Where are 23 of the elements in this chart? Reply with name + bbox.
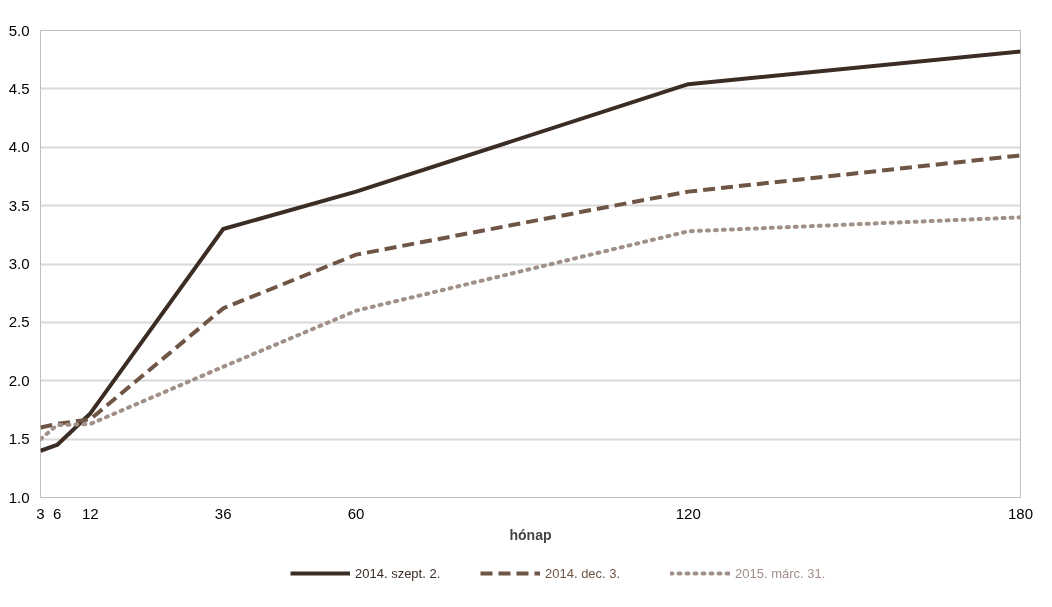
line-series xyxy=(40,49,1021,453)
y-tick-label: 3.0 xyxy=(8,255,30,272)
y-tick-label: 4.0 xyxy=(8,138,30,156)
x-tick-label: 180 xyxy=(1007,504,1034,522)
y-tick-label: 2.5 xyxy=(8,313,30,331)
x-tick-label: 36 xyxy=(214,504,232,522)
x-axis-title: hónap xyxy=(509,526,552,543)
legend-label: 2014. szept. 2. xyxy=(355,565,441,581)
x-tick-label: 6 xyxy=(52,504,62,522)
line-series xyxy=(40,215,1021,442)
legend-label: 2015. márc. 31. xyxy=(735,565,826,581)
y-tick-label: 1.0 xyxy=(8,488,30,506)
y-tick-label: 1.5 xyxy=(8,430,30,448)
x-tick-label: 3 xyxy=(36,504,45,522)
y-tick-label: 2.0 xyxy=(8,371,30,389)
line-series xyxy=(40,153,1021,430)
x-tick-label: 60 xyxy=(347,504,365,522)
x-tick-label: 12 xyxy=(81,504,99,522)
x-tick-label: 120 xyxy=(675,504,701,522)
legend-label: 2014. dec. 3. xyxy=(545,565,621,581)
y-tick-label: 5.0 xyxy=(8,21,30,39)
y-tick-label: 4.5 xyxy=(8,79,30,97)
y-tick-label: 3.5 xyxy=(8,196,30,214)
